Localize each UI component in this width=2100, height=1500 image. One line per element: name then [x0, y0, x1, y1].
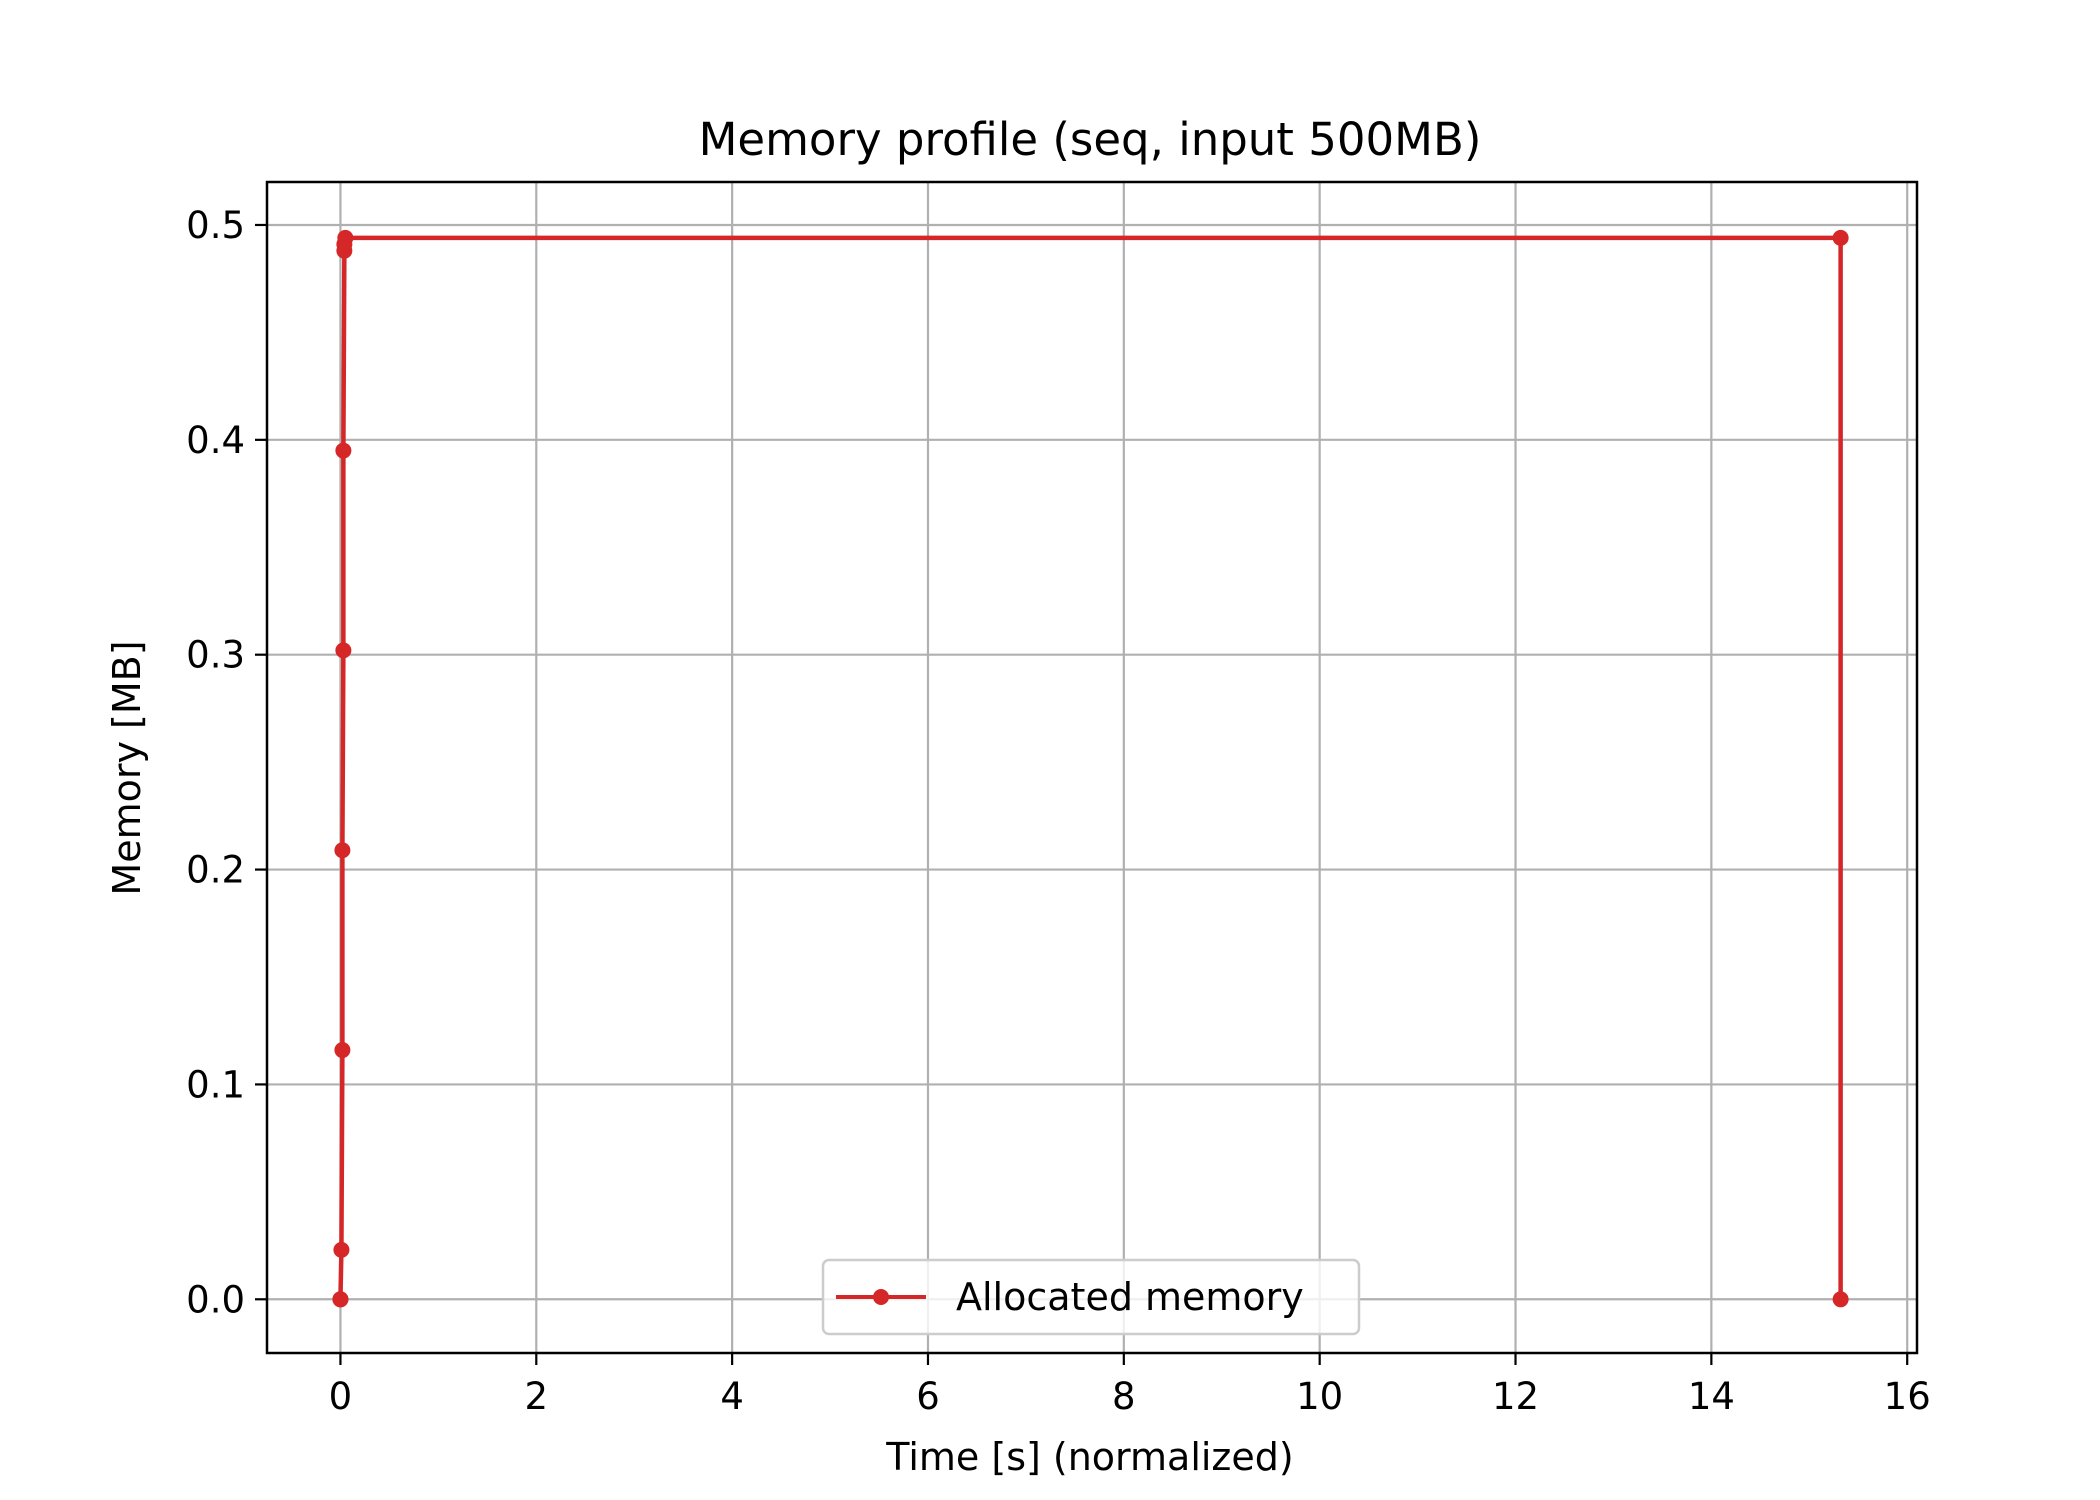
- x-tick-label: 6: [916, 1375, 940, 1418]
- y-tick-label: 0.3: [186, 634, 245, 677]
- x-axis-label: Time [s] (normalized): [885, 1435, 1293, 1479]
- data-point: [332, 1291, 349, 1308]
- y-tick-label: 0.2: [186, 849, 245, 892]
- x-tick-label: 14: [1688, 1375, 1735, 1418]
- x-tick-label: 12: [1492, 1375, 1539, 1418]
- y-tick-label: 0.4: [186, 419, 245, 462]
- legend: Allocated memory: [821, 1258, 1361, 1336]
- data-point: [1832, 229, 1849, 246]
- plot-frame: [265, 180, 1919, 1355]
- legend-box: [821, 1258, 1361, 1336]
- x-tick-label: 2: [525, 1375, 549, 1418]
- data-point: [334, 842, 351, 859]
- y-axis-label: Memory [MB]: [105, 640, 149, 895]
- data-point: [1832, 1291, 1849, 1308]
- data-point: [334, 1042, 351, 1059]
- data-point: [335, 442, 352, 459]
- chart-title: Memory profile (seq, input 500MB): [699, 113, 1482, 166]
- ticks: 0 2 4 6 8 10 12 14 16 0.0 0.1 0.2 0.3 0.4 0.5: [186, 204, 1931, 1418]
- y-tick-label: 0.0: [186, 1278, 245, 1321]
- data-point: [335, 642, 352, 659]
- data-point: [333, 1241, 350, 1258]
- x-tick-label: 16: [1884, 1375, 1931, 1418]
- x-tick-label: 8: [1112, 1375, 1136, 1418]
- legend-marker-swatch: [873, 1289, 889, 1305]
- y-tick-label: 0.5: [186, 204, 245, 247]
- x-tick-label: 0: [329, 1375, 353, 1418]
- series-layer: [332, 229, 1849, 1308]
- x-tick-label: 4: [720, 1375, 744, 1418]
- x-tick-label: 10: [1296, 1375, 1343, 1418]
- legend-label: Allocated memory: [956, 1275, 1304, 1319]
- y-tick-label: 0.1: [186, 1063, 245, 1106]
- data-point: [337, 229, 354, 246]
